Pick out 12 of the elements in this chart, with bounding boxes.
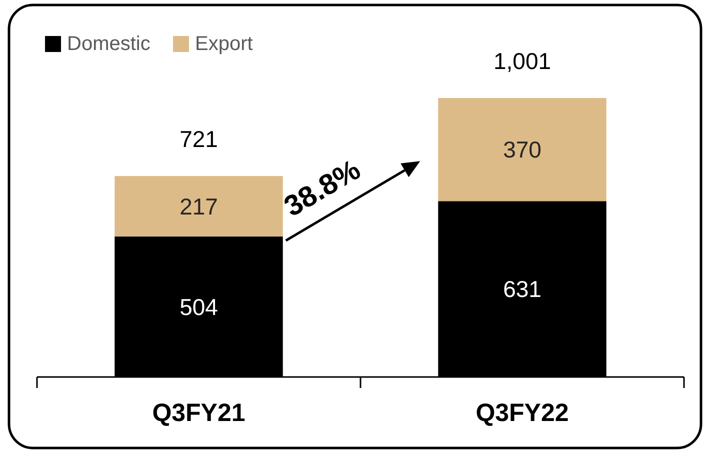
bar [114, 176, 283, 237]
data-label: 370 [503, 136, 542, 163]
legend-label: Domestic [67, 33, 150, 55]
data-label: 217 [180, 193, 218, 220]
bar [438, 98, 606, 202]
total-label: 721 [180, 126, 218, 152]
x-tick-label: Q3FY21 [152, 399, 246, 427]
total-label: 1,001 [493, 48, 552, 74]
data-label: 504 [180, 294, 218, 320]
legend-label: Export [195, 33, 254, 55]
data-label: 631 [503, 276, 542, 302]
x-tick-label: Q3FY22 [476, 399, 569, 427]
